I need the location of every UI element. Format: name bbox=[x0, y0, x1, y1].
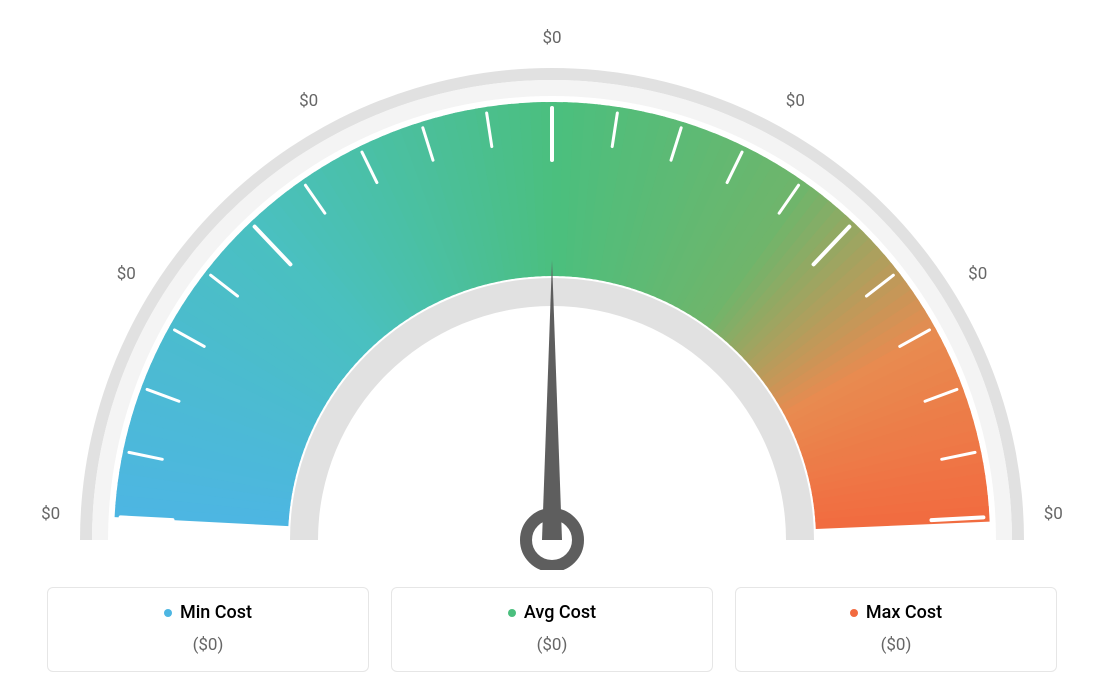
legend-value-avg: ($0) bbox=[392, 635, 712, 655]
legend-label-max: Max Cost bbox=[866, 602, 942, 623]
legend-label-avg: Avg Cost bbox=[524, 602, 596, 623]
legend-row: Min Cost ($0) Avg Cost ($0) Max Cost ($0… bbox=[47, 587, 1057, 673]
legend-title-avg: Avg Cost bbox=[508, 602, 596, 623]
legend-dot-avg bbox=[508, 609, 516, 617]
legend-card-min: Min Cost ($0) bbox=[47, 587, 369, 673]
legend-value-min: ($0) bbox=[48, 635, 368, 655]
gauge-axis-label: $0 bbox=[1044, 504, 1063, 524]
legend-label-min: Min Cost bbox=[180, 602, 252, 623]
legend-title-max: Max Cost bbox=[850, 602, 942, 623]
gauge-axis-label: $0 bbox=[968, 264, 987, 284]
gauge-axis-label: $0 bbox=[299, 91, 318, 111]
gauge-axis-label: $0 bbox=[41, 504, 60, 524]
legend-title-min: Min Cost bbox=[164, 602, 252, 623]
gauge-axis-label: $0 bbox=[117, 264, 136, 284]
legend-dot-min bbox=[164, 609, 172, 617]
gauge-axis-label: $0 bbox=[542, 28, 561, 48]
legend-value-max: ($0) bbox=[736, 635, 1056, 655]
legend-card-avg: Avg Cost ($0) bbox=[391, 587, 713, 673]
legend-card-max: Max Cost ($0) bbox=[735, 587, 1057, 673]
cost-gauge-chart: $0 $0 $0 $0 $0 $0 $0 Min Cost ($0) Avg Cost ($… bbox=[0, 0, 1104, 690]
gauge-axis-label: $0 bbox=[786, 91, 805, 111]
gauge bbox=[52, 10, 1052, 570]
legend-dot-max bbox=[850, 609, 858, 617]
